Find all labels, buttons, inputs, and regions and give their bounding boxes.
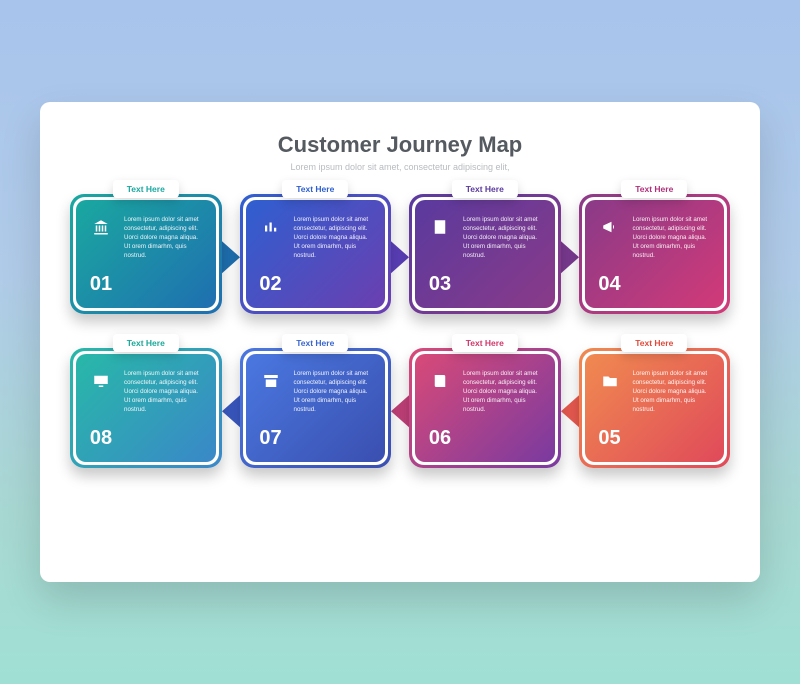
archive-icon [262, 366, 280, 395]
step-tab: Text Here [452, 180, 518, 198]
step-card: 01 Lorem ipsum dolor sit amet consectetur… [76, 200, 216, 308]
step-card: 02 Lorem ipsum dolor sit amet consectetur… [246, 200, 386, 308]
step-03: Text Here03Lorem ipsum dolor sit amet co… [409, 194, 561, 314]
slide: Customer Journey Map Lorem ipsum dolor s… [40, 102, 760, 582]
step-outer: 03 Lorem ipsum dolor sit amet consectetur… [409, 194, 561, 314]
bank-icon [92, 212, 110, 241]
step-body: Lorem ipsum dolor sit amet consectetur, … [124, 212, 206, 296]
step-frame: 05 Lorem ipsum dolor sit amet consectetur… [582, 351, 728, 465]
step-frame: 02 Lorem ipsum dolor sit amet consectetur… [243, 197, 389, 311]
book-icon [431, 366, 449, 395]
step-card: 04 Lorem ipsum dolor sit amet consectetur… [585, 200, 725, 308]
step-number: 02 [259, 274, 281, 294]
step-04: Text Here04Lorem ipsum dolor sit amet co… [579, 194, 731, 314]
step-number: 08 [90, 428, 112, 448]
step-side: 05 [597, 366, 623, 450]
megaphone-icon [601, 212, 619, 241]
step-tab: Text Here [282, 334, 348, 352]
step-card: 07 Lorem ipsum dolor sit amet consectetur… [246, 354, 386, 462]
step-tab: Text Here [113, 334, 179, 352]
page-title: Customer Journey Map [64, 132, 736, 158]
step-outer: 04 Lorem ipsum dolor sit amet consectetur… [579, 194, 731, 314]
step-number: 06 [429, 428, 451, 448]
arrow-right-icon [561, 241, 579, 273]
step-number: 04 [598, 274, 620, 294]
step-card: 03 Lorem ipsum dolor sit amet consectetur… [415, 200, 555, 308]
step-number: 05 [598, 428, 620, 448]
step-card: 06 Lorem ipsum dolor sit amet consectetur… [415, 354, 555, 462]
step-frame: 01 Lorem ipsum dolor sit amet consectetur… [73, 197, 219, 311]
step-06: Text Here06Lorem ipsum dolor sit amet co… [409, 348, 561, 468]
arrow-left-icon [561, 395, 579, 427]
step-frame: 08 Lorem ipsum dolor sit amet consectetur… [73, 351, 219, 465]
step-side: 07 [258, 366, 284, 450]
step-tab: Text Here [282, 180, 348, 198]
step-05: Text Here05Lorem ipsum dolor sit amet co… [579, 348, 731, 468]
step-tab: Text Here [452, 334, 518, 352]
step-07: Text Here07Lorem ipsum dolor sit amet co… [240, 348, 392, 468]
step-side: 08 [88, 366, 114, 450]
page-subtitle: Lorem ipsum dolor sit amet, consectetur … [64, 162, 736, 172]
step-row: Text Here08Lorem ipsum dolor sit amet co… [70, 348, 730, 468]
step-number: 01 [90, 274, 112, 294]
step-row: Text Here01Lorem ipsum dolor sit amet co… [70, 194, 730, 314]
arrow-right-icon [391, 241, 409, 273]
step-side: 03 [427, 212, 453, 296]
step-tab: Text Here [621, 180, 687, 198]
step-frame: 06 Lorem ipsum dolor sit amet consectetur… [412, 351, 558, 465]
step-body: Lorem ipsum dolor sit amet consectetur, … [633, 366, 715, 450]
step-outer: 01 Lorem ipsum dolor sit amet consectetur… [70, 194, 222, 314]
step-02: Text Here02Lorem ipsum dolor sit amet co… [240, 194, 392, 314]
step-frame: 07 Lorem ipsum dolor sit amet consectetur… [243, 351, 389, 465]
step-outer: 06 Lorem ipsum dolor sit amet consectetur… [409, 348, 561, 468]
step-outer: 07 Lorem ipsum dolor sit amet consectetur… [240, 348, 392, 468]
step-tab: Text Here [113, 180, 179, 198]
step-frame: 04 Lorem ipsum dolor sit amet consectetur… [582, 197, 728, 311]
calculator-icon [431, 212, 449, 241]
step-side: 06 [427, 366, 453, 450]
step-body: Lorem ipsum dolor sit amet consectetur, … [463, 212, 545, 296]
step-body: Lorem ipsum dolor sit amet consectetur, … [294, 366, 376, 450]
step-body: Lorem ipsum dolor sit amet consectetur, … [633, 212, 715, 296]
step-card: 08 Lorem ipsum dolor sit amet consectetur… [76, 354, 216, 462]
step-number: 03 [429, 274, 451, 294]
step-side: 04 [597, 212, 623, 296]
step-number: 07 [259, 428, 281, 448]
step-outer: 08 Lorem ipsum dolor sit amet consectetur… [70, 348, 222, 468]
step-side: 02 [258, 212, 284, 296]
folder-icon [601, 366, 619, 395]
step-body: Lorem ipsum dolor sit amet consectetur, … [294, 212, 376, 296]
step-card: 05 Lorem ipsum dolor sit amet consectetur… [585, 354, 725, 462]
monitor-icon [92, 366, 110, 395]
step-outer: 02 Lorem ipsum dolor sit amet consectetur… [240, 194, 392, 314]
step-outer: 05 Lorem ipsum dolor sit amet consectetur… [579, 348, 731, 468]
arrow-left-icon [391, 395, 409, 427]
step-body: Lorem ipsum dolor sit amet consectetur, … [124, 366, 206, 450]
step-08: Text Here08Lorem ipsum dolor sit amet co… [70, 348, 222, 468]
step-side: 01 [88, 212, 114, 296]
arrow-right-icon [222, 241, 240, 273]
step-rows: Text Here 01 Lorem ipsum dolor sit amet co… [64, 194, 736, 468]
bar-chart-icon [262, 212, 280, 241]
step-tab: Text Here [621, 334, 687, 352]
step-frame: 03 Lorem ipsum dolor sit amet consectetur… [412, 197, 558, 311]
step-01: Text Here01Lorem ipsum dolor sit amet co… [70, 194, 222, 314]
step-body: Lorem ipsum dolor sit amet consectetur, … [463, 366, 545, 450]
arrow-left-icon [222, 395, 240, 427]
